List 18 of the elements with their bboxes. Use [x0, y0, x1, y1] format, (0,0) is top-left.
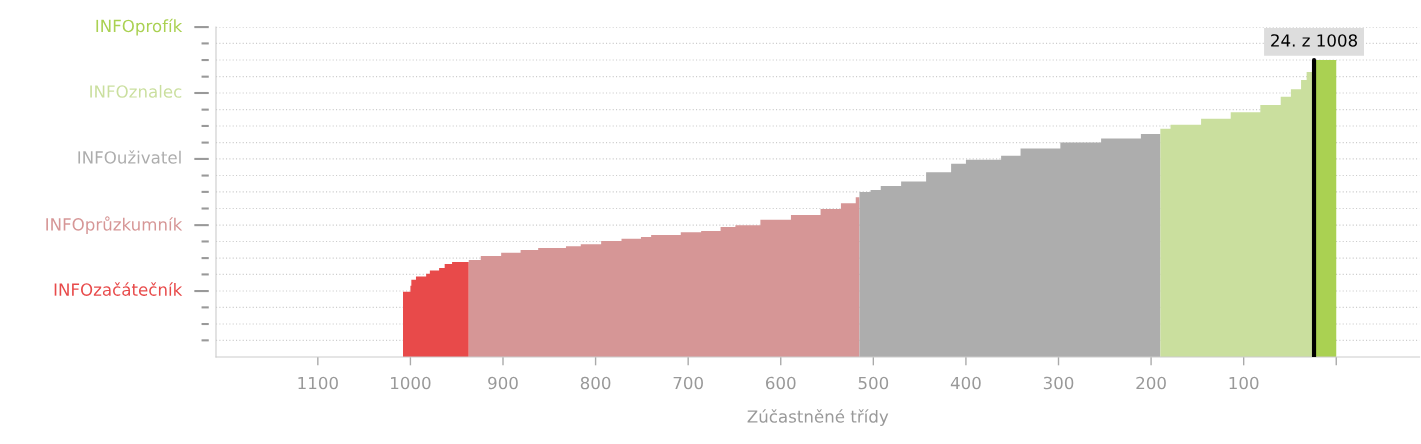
- ref-line-label: 24. z 1008: [1271, 34, 1358, 47]
- x-tick-label: 300: [1043, 376, 1074, 390]
- x-tick-label: 500: [858, 376, 889, 390]
- x-tick-label: 200: [1136, 376, 1166, 390]
- ref-line-label: INFOznalec: [90, 84, 182, 98]
- ref-line-label: INFOzačátečník: [54, 282, 183, 296]
- x-tick-label: 800: [580, 376, 611, 390]
- ref-line-label: INFOprofík: [96, 18, 183, 36]
- x-tick-label: 400: [950, 376, 981, 390]
- x-tick-label: 100: [1229, 376, 1259, 390]
- x-tick-label: 1100: [298, 376, 338, 390]
- ref-line-label: INFOuživatel: [78, 150, 181, 164]
- x-tick-label: 700: [673, 376, 703, 390]
- x-tick-label: 1000: [391, 376, 431, 390]
- x-tick-label: 600: [766, 376, 796, 390]
- ref-line-label: INFOprůzkumník: [46, 216, 183, 234]
- x-tick-label: 900: [488, 376, 518, 390]
- x-axis-title: Zúčastněné třídy: [747, 409, 889, 427]
